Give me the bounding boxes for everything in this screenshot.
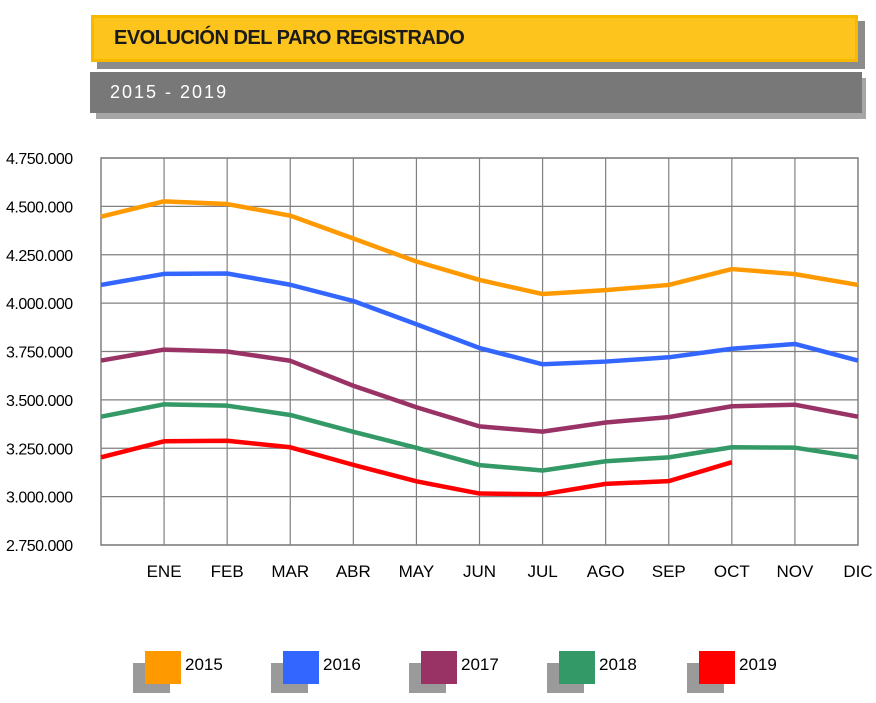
x-tick-label: JUL	[527, 562, 557, 581]
x-tick-label: AGO	[587, 562, 625, 581]
legend-item-2018: 2018	[547, 651, 667, 693]
x-tick-label: MAR	[271, 562, 309, 581]
series-line-2017	[100, 347, 859, 434]
legend-swatch	[145, 651, 181, 684]
y-tick-label: 4.750.000	[6, 151, 73, 168]
legend-label: 2015	[185, 655, 223, 674]
series-line-2016	[100, 271, 859, 367]
line-chart: 2.750.000 3.000.000 3.250.000 3.500.000 3.75…	[6, 151, 873, 581]
legend-swatch	[421, 651, 457, 684]
y-tick-label: 3.500.000	[6, 393, 73, 410]
x-tick-label: DIC	[843, 562, 872, 581]
y-tick-label: 4.500.000	[6, 199, 73, 216]
title-bar: EVOLUCIÓN DEL PARO REGISTRADO	[91, 15, 858, 62]
legend-swatch	[559, 651, 595, 684]
x-axis: ENE FEB MAR ABR MAY JUN JUL AGO SEP OCT NOV DIC	[147, 562, 873, 581]
y-tick-label: 4.000.000	[6, 296, 73, 313]
x-tick-label: JUN	[463, 562, 496, 581]
legend-label: 2018	[599, 655, 637, 674]
y-tick-label: 3.750.000	[6, 345, 73, 362]
y-tick-label: 2.750.000	[6, 538, 73, 555]
subtitle-bar: 2015 - 2019	[90, 72, 862, 113]
chart-series	[100, 199, 859, 497]
series-line-2015	[100, 199, 859, 297]
y-tick-label: 4.250.000	[6, 248, 73, 265]
legend-label: 2016	[323, 655, 361, 674]
legend-item-2015: 2015	[133, 651, 253, 693]
y-tick-label: 3.250.000	[6, 441, 73, 458]
legend-swatch	[699, 651, 735, 684]
series-line-2019	[100, 438, 733, 497]
x-tick-label: MAY	[399, 562, 435, 581]
legend-swatch	[283, 651, 319, 684]
series-line-2018	[100, 402, 859, 473]
legend-item-2017: 2017	[409, 651, 529, 693]
legend-label: 2019	[739, 655, 777, 674]
x-tick-label: NOV	[776, 562, 814, 581]
y-axis: 2.750.000 3.000.000 3.250.000 3.500.000 3.75…	[6, 151, 74, 555]
chart-subtitle: 2015 - 2019	[110, 82, 229, 102]
legend-item-2019: 2019	[687, 651, 807, 693]
legend-label: 2017	[461, 655, 499, 674]
chart-title: EVOLUCIÓN DEL PARO REGISTRADO	[114, 27, 465, 49]
legend-item-2016: 2016	[271, 651, 391, 693]
y-tick-label: 3.000.000	[6, 490, 73, 507]
x-tick-label: ABR	[336, 562, 371, 581]
x-tick-label: FEB	[211, 562, 244, 581]
x-tick-label: SEP	[652, 562, 686, 581]
x-tick-label: ENE	[147, 562, 182, 581]
x-tick-label: OCT	[714, 562, 750, 581]
